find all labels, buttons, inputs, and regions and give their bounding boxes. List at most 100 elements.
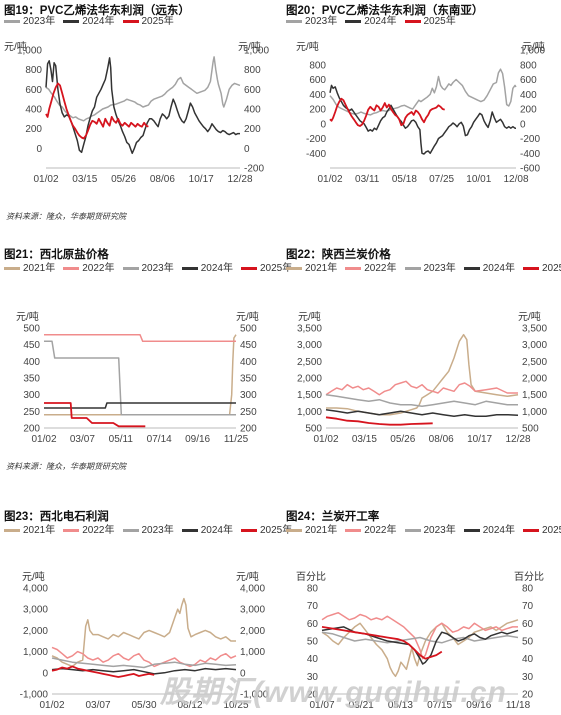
right-unit-label: 百分比 [514, 572, 544, 583]
legend-swatch [4, 528, 20, 532]
y-tick-right: -200 [244, 164, 264, 175]
y-tick-right: 3,500 [522, 324, 547, 335]
legend-item: 2021年 [4, 262, 55, 276]
legend-swatch [181, 528, 198, 532]
right-unit-label: 元/吨 [522, 42, 545, 53]
left-unit-label: 元/吨 [296, 42, 319, 53]
legend-item: 2022年 [345, 262, 397, 276]
x-tick-label: 07/25 [429, 174, 454, 185]
legend-swatch [122, 19, 139, 23]
y-tick-right: 30 [522, 672, 534, 683]
y-tick-right: 400 [244, 105, 261, 116]
x-tick-label: 01/02 [31, 434, 56, 445]
chart-panel-fig20: 图20：PVC乙烯法华东利润（东南亚） 2023年 2024年 2025年 元/吨 … [286, 2, 558, 230]
legend-label: 2023年 [23, 16, 56, 27]
series-line [325, 416, 433, 426]
y-tick-right: 250 [240, 407, 257, 418]
y-tick-right: 50 [522, 637, 534, 648]
y-tick-right: 0 [520, 119, 526, 130]
x-tick-label: 07/14 [147, 434, 172, 445]
y-tick-left: 80 [307, 584, 319, 595]
right-unit-label: 元/吨 [238, 42, 261, 53]
legend-label: 2022年 [82, 263, 115, 274]
series-line [44, 402, 236, 409]
series-line [45, 57, 240, 155]
legend-item: 2025年 [404, 15, 456, 29]
legend-item: 2021年 [286, 524, 337, 538]
series-line [329, 84, 516, 155]
series-line [321, 626, 519, 665]
y-tick-right: 1,000 [520, 46, 545, 57]
y-tick-left: 2,000 [297, 374, 322, 385]
series-line [51, 657, 237, 669]
y-tick-left: 1,000 [17, 46, 42, 57]
legend-item: 2023年 [122, 524, 174, 538]
left-unit-label: 元/吨 [4, 42, 27, 53]
y-tick-left: 0 [36, 144, 42, 155]
y-tick-left: 500 [23, 324, 40, 335]
legend-item: 2022年 [345, 524, 397, 538]
x-tick-label: 12/28 [505, 434, 530, 445]
y-tick-left: 3,000 [297, 340, 322, 351]
y-tick-right: -200 [520, 134, 540, 145]
legend-label: 2023年 [423, 525, 456, 536]
y-tick-left: 1,500 [297, 390, 322, 401]
chart-panel-fig21: 图21：西北原盐价格 2021年 2022年 2023年 2024年 2025年 元/吨… [4, 246, 292, 456]
legend-item: 2025年 [523, 524, 561, 538]
legend-item: 2024年 [181, 262, 233, 276]
series-line [44, 340, 236, 416]
y-tick-left: 600 [25, 85, 42, 96]
y-tick-left: 200 [23, 424, 40, 435]
y-tick-left: -200 [306, 134, 326, 145]
legend-swatch [63, 528, 80, 532]
series-line [44, 333, 236, 343]
x-tick-label: 01/02 [313, 434, 338, 445]
x-tick-label: 03/21 [349, 700, 374, 711]
y-tick-right: 0 [240, 668, 246, 679]
x-tick-label: 01/07 [309, 700, 334, 711]
y-tick-right: 800 [520, 60, 537, 71]
y-tick-right: 4,000 [240, 584, 265, 595]
chart-title: 图23：西北电石利润 [4, 511, 109, 523]
y-tick-left: 300 [23, 390, 40, 401]
series-line [321, 626, 443, 660]
y-tick-left: 450 [23, 340, 40, 351]
legend-item: 2025年 [241, 524, 292, 538]
x-tick-label: 12/08 [503, 174, 528, 185]
y-tick-left: 1,000 [23, 647, 48, 658]
legend-item: 2023年 [286, 15, 337, 29]
series-line [44, 402, 146, 428]
chart-legend: 2021年 2022年 2023年 2024年 2025年 [286, 524, 561, 539]
y-tick-right: 500 [522, 424, 539, 435]
y-tick-right: -600 [520, 164, 540, 175]
legend-label: 2021年 [305, 525, 338, 536]
legend-swatch [122, 266, 139, 270]
legend-item: 2024年 [463, 524, 515, 538]
legend-swatch [63, 266, 80, 270]
legend-swatch [241, 528, 257, 532]
legend-label: 2022年 [364, 525, 397, 536]
legend-label: 2025年 [141, 16, 174, 27]
y-tick-left: 200 [25, 124, 42, 135]
legend-swatch [404, 266, 421, 270]
legend-item: 2023年 [122, 262, 174, 276]
y-tick-left: 2,500 [297, 357, 322, 368]
legend-swatch [286, 266, 302, 270]
legend-item: 2025年 [122, 15, 174, 29]
y-tick-left: 200 [309, 105, 326, 116]
chart-title: 图20：PVC乙烯法华东利润（东南亚） [286, 5, 484, 17]
legend-label: 2023年 [141, 263, 174, 274]
legend-label: 2023年 [423, 263, 456, 274]
series-line [51, 665, 155, 678]
y-tick-right: 800 [244, 65, 261, 76]
x-tick-label: 10/25 [223, 700, 248, 711]
y-tick-left: 60 [307, 619, 319, 630]
y-tick-left: 50 [307, 637, 319, 648]
series-line [45, 82, 149, 140]
legend-swatch [286, 528, 302, 532]
y-tick-left: 70 [307, 601, 319, 612]
y-tick-right: 3,000 [522, 340, 547, 351]
y-tick-right: 40 [522, 654, 534, 665]
left-unit-label: 元/吨 [16, 312, 39, 323]
